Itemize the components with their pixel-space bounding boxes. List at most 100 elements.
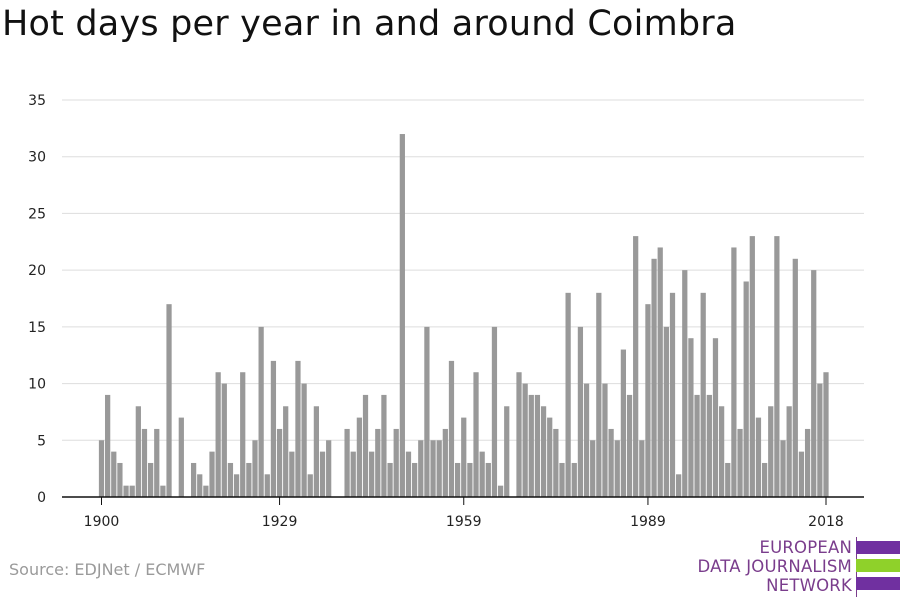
bar-2005: [743, 281, 749, 497]
x-tick-label-2018: 2018: [808, 514, 844, 530]
bar-1907: [141, 428, 148, 497]
bar-1983: [608, 428, 614, 497]
bar-1987: [633, 236, 639, 498]
bar-2002: [725, 462, 731, 497]
bar-2001: [719, 406, 725, 497]
bar-1994: [676, 474, 682, 497]
bar-2006: [749, 236, 755, 498]
bar-2017: [817, 383, 823, 497]
bar-1973: [547, 417, 553, 497]
bar-1964: [491, 326, 498, 497]
bar-1952: [418, 440, 424, 497]
bar-1941: [350, 451, 356, 497]
x-tick-label-1929: 1929: [262, 514, 298, 530]
bar-1900: [98, 440, 105, 497]
y-tick-label-30: 30: [28, 150, 46, 166]
logo-line-3: NETWORK: [766, 576, 852, 595]
bar-1966: [504, 406, 510, 497]
bar-1923: [240, 372, 246, 497]
bar-2018: [823, 372, 829, 497]
bar-1953: [424, 326, 430, 497]
bar-1956: [442, 428, 448, 497]
bar-1926: [258, 326, 264, 497]
bar-1902: [111, 451, 117, 497]
bar-2015: [804, 428, 811, 497]
bar-1982: [602, 383, 608, 497]
bar-1963: [485, 462, 491, 497]
logo-bar-green: [856, 559, 900, 572]
bar-2012: [786, 406, 792, 497]
bar-2011: [780, 440, 786, 497]
logo-line-1: EUROPEAN: [759, 538, 852, 557]
bar-1984: [614, 440, 620, 497]
bar-2003: [731, 247, 737, 497]
bar-1920: [221, 383, 227, 497]
bar-1951: [412, 462, 418, 497]
bar-1933: [301, 383, 307, 497]
bar-1946: [381, 394, 387, 497]
bar-1936: [319, 451, 326, 497]
bar-1908: [148, 462, 154, 497]
bar-1921: [227, 462, 234, 497]
gridlines: [62, 99, 864, 441]
bar-1925: [252, 440, 258, 497]
bar-1978: [577, 326, 584, 497]
bar-1962: [479, 451, 485, 497]
bar-1969: [522, 383, 528, 497]
bar-2000: [712, 338, 719, 497]
bar-1985: [620, 349, 627, 497]
bar-1965: [497, 485, 504, 497]
bar-1911: [166, 304, 172, 497]
bar-1998: [700, 292, 706, 497]
bar-1957: [448, 360, 455, 497]
bar-1931: [289, 451, 295, 497]
bar-1947: [387, 462, 393, 497]
bar-1955: [436, 440, 442, 497]
bar-1942: [356, 417, 362, 497]
axes: 0 5 10 15 20 25 30 35 1900 1929 1959 1989 2018: [28, 93, 864, 530]
bar-2004: [737, 428, 743, 497]
logo-line-2: DATA JOURNALISM: [697, 557, 852, 576]
bar-1981: [596, 292, 602, 497]
bar-1988: [639, 440, 645, 497]
bar-1997: [694, 394, 700, 497]
bar-1930: [283, 406, 289, 497]
bar-1954: [430, 440, 436, 497]
bar-1927: [264, 474, 270, 497]
bar-1993: [669, 292, 676, 497]
logo-bar-purple-bottom: [856, 577, 900, 590]
bar-1934: [307, 474, 313, 497]
bar-1916: [197, 474, 203, 497]
bar-1970: [528, 394, 534, 497]
bar-1972: [540, 406, 547, 497]
bar-1935: [313, 406, 320, 497]
edjnet-logo: EUROPEAN DATA JOURNALISM NETWORK: [697, 537, 900, 597]
bar-1968: [516, 372, 522, 497]
bar-1910: [160, 485, 166, 497]
bar-1992: [663, 326, 669, 497]
bar-1995: [682, 270, 688, 497]
bar-1905: [129, 485, 135, 497]
bar-1929: [276, 428, 283, 497]
bar-1974: [553, 428, 559, 497]
bar-1979: [583, 383, 590, 497]
y-tick-label-20: 20: [28, 263, 46, 279]
logo-bar-purple-top: [856, 541, 900, 554]
bar-1917: [203, 485, 209, 497]
bar-1903: [117, 462, 123, 497]
bar-2010: [774, 236, 780, 498]
x-tick-label-1989: 1989: [630, 514, 666, 530]
y-tick-label-25: 25: [28, 206, 46, 222]
bar-1913: [178, 417, 184, 497]
y-tick-label-35: 35: [28, 93, 46, 109]
bar-1922: [233, 474, 240, 497]
bar-1977: [571, 462, 577, 497]
chart-title: Hot days per year in and around Coimbra: [2, 4, 737, 44]
bar-1904: [123, 485, 129, 497]
bar-1901: [105, 394, 111, 497]
bar-1944: [369, 451, 375, 497]
bar-1940: [344, 428, 350, 497]
bar-1990: [651, 258, 657, 497]
bar-1958: [454, 462, 461, 497]
bar-1971: [534, 394, 541, 497]
